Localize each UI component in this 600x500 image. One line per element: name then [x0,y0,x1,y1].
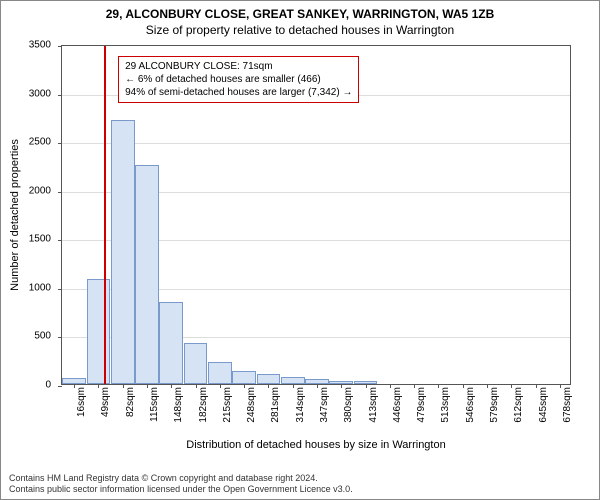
y-tick-label: 1500 [29,234,51,245]
x-tick-label: 446sqm [392,387,403,423]
y-axis-ticks: 0500100015002000250030003500 [1,45,57,385]
y-tickmark [58,192,62,193]
x-tick-label: 579sqm [489,387,500,423]
y-tick-label: 2000 [29,185,51,196]
y-tick-label: 2500 [29,137,51,148]
histogram-bar [159,302,183,384]
x-tick-label: 16sqm [76,387,87,417]
y-tick-label: 1000 [29,282,51,293]
x-tick-label: 546sqm [465,387,476,423]
x-tick-label: 413sqm [368,387,379,423]
x-tick-label: 248sqm [246,387,257,423]
histogram-bar [184,343,208,384]
histogram-bar [87,279,111,384]
x-tick-label: 612sqm [513,387,524,423]
y-tick-label: 3000 [29,88,51,99]
x-tick-label: 479sqm [416,387,427,423]
x-tick-label: 148sqm [173,387,184,423]
y-tickmark [58,95,62,96]
x-tick-label: 645sqm [538,387,549,423]
chart-subtitle: Size of property relative to detached ho… [1,21,599,37]
y-tick-label: 0 [45,380,51,391]
y-tick-label: 500 [34,331,51,342]
chart-container: 29, ALCONBURY CLOSE, GREAT SANKEY, WARRI… [0,0,600,500]
x-tick-label: 678sqm [562,387,573,423]
info-line-smaller: ← 6% of detached houses are smaller (466… [125,73,352,86]
footer-line-2: Contains public sector information licen… [9,484,591,495]
x-tick-label: 513sqm [440,387,451,423]
x-tick-label: 215sqm [222,387,233,423]
y-tickmark [58,46,62,47]
histogram-bar [281,377,305,384]
info-line-size: 29 ALCONBURY CLOSE: 71sqm [125,60,352,73]
x-axis-label: Distribution of detached houses by size … [61,439,571,451]
y-tickmark [58,289,62,290]
x-tick-label: 380sqm [343,387,354,423]
x-tick-label: 82sqm [125,387,136,417]
y-tickmark [58,240,62,241]
x-tick-label: 49sqm [100,387,111,417]
histogram-bar [232,371,256,384]
x-tick-label: 347sqm [319,387,330,423]
x-tick-label: 314sqm [295,387,306,423]
footer-attribution: Contains HM Land Registry data © Crown c… [9,473,591,495]
y-tickmark [58,143,62,144]
chart-title-address: 29, ALCONBURY CLOSE, GREAT SANKEY, WARRI… [1,1,599,21]
x-tick-label: 182sqm [198,387,209,423]
histogram-bar [111,120,135,384]
histogram-bar [257,374,281,384]
y-tick-label: 3500 [29,40,51,51]
footer-line-1: Contains HM Land Registry data © Crown c… [9,473,591,484]
y-tickmark [58,337,62,338]
gridline [62,143,570,144]
histogram-bar [135,165,159,384]
info-line-larger: 94% of semi-detached houses are larger (… [125,86,352,99]
x-tick-label: 115sqm [149,387,160,422]
x-tick-label: 281sqm [270,387,281,423]
histogram-bar [208,362,232,384]
property-info-box: 29 ALCONBURY CLOSE: 71sqm← 6% of detache… [118,56,359,103]
property-marker-line [104,46,106,384]
x-axis-ticks: 16sqm 49sqm 82sqm 115sqm 148sqm 182sqm 215sqm 2… [61,387,571,447]
plot-area: 29 ALCONBURY CLOSE: 71sqm← 6% of detache… [61,45,571,385]
